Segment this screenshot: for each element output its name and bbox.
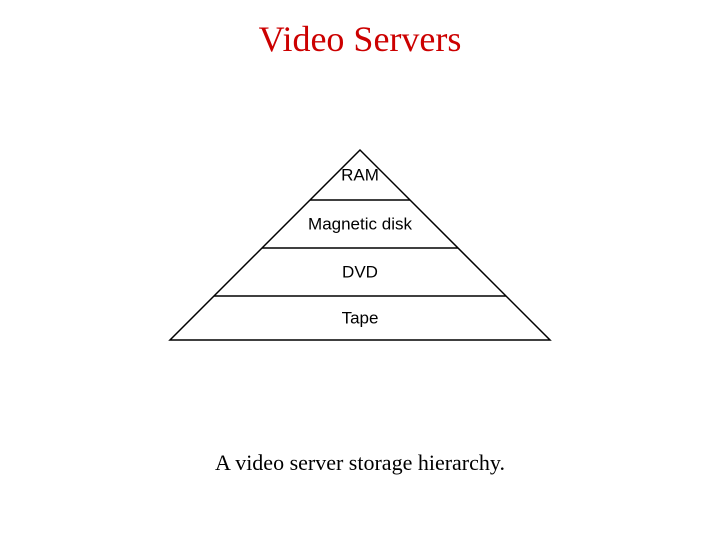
pyramid-tier-label: DVD [342, 262, 378, 281]
slide-title: Video Servers [0, 18, 720, 60]
pyramid-tier-label: Tape [342, 308, 379, 327]
pyramid-tier-label: RAM [341, 165, 379, 184]
slide-caption: A video server storage hierarchy. [0, 450, 720, 476]
pyramid-tier-label: Magnetic disk [308, 214, 412, 233]
storage-pyramid: RAM Magnetic disk DVD Tape [150, 140, 570, 360]
